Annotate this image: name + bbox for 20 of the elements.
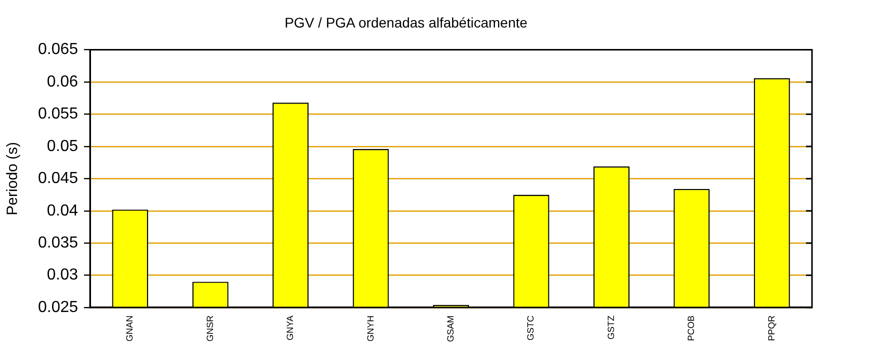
y-tick-label: 0.04	[46, 202, 78, 220]
y-tick-label: 0.03	[46, 266, 78, 284]
y-tick-label: 0.025	[38, 298, 78, 316]
y-tick-label: 0.065	[38, 41, 78, 58]
x-tick-label: GNAN	[124, 315, 135, 342]
x-tick-label: GSAM	[446, 315, 456, 342]
x-tick-label: GNSR	[204, 315, 215, 342]
x-tick-label: PPQR	[766, 315, 776, 342]
y-axis-title: Periodo (s)	[4, 142, 22, 216]
x-tick-label: GNYA	[285, 315, 296, 340]
x-tick-label: PCOB	[686, 315, 696, 342]
x-tick-label: GNYH	[365, 315, 376, 342]
x-tick-label: GSTC	[526, 315, 536, 341]
y-tick-label: 0.055	[38, 106, 78, 123]
y-tick-label: 0.05	[46, 138, 78, 155]
y-tick-label: 0.045	[38, 170, 78, 188]
x-tick-label: GSTZ	[606, 314, 616, 340]
y-tick-label: 0.06	[46, 73, 78, 90]
chart-title: PGV / PGA ordenadas alfabéticamente	[284, 14, 528, 30]
y-tick-label: 0.035	[38, 234, 78, 252]
